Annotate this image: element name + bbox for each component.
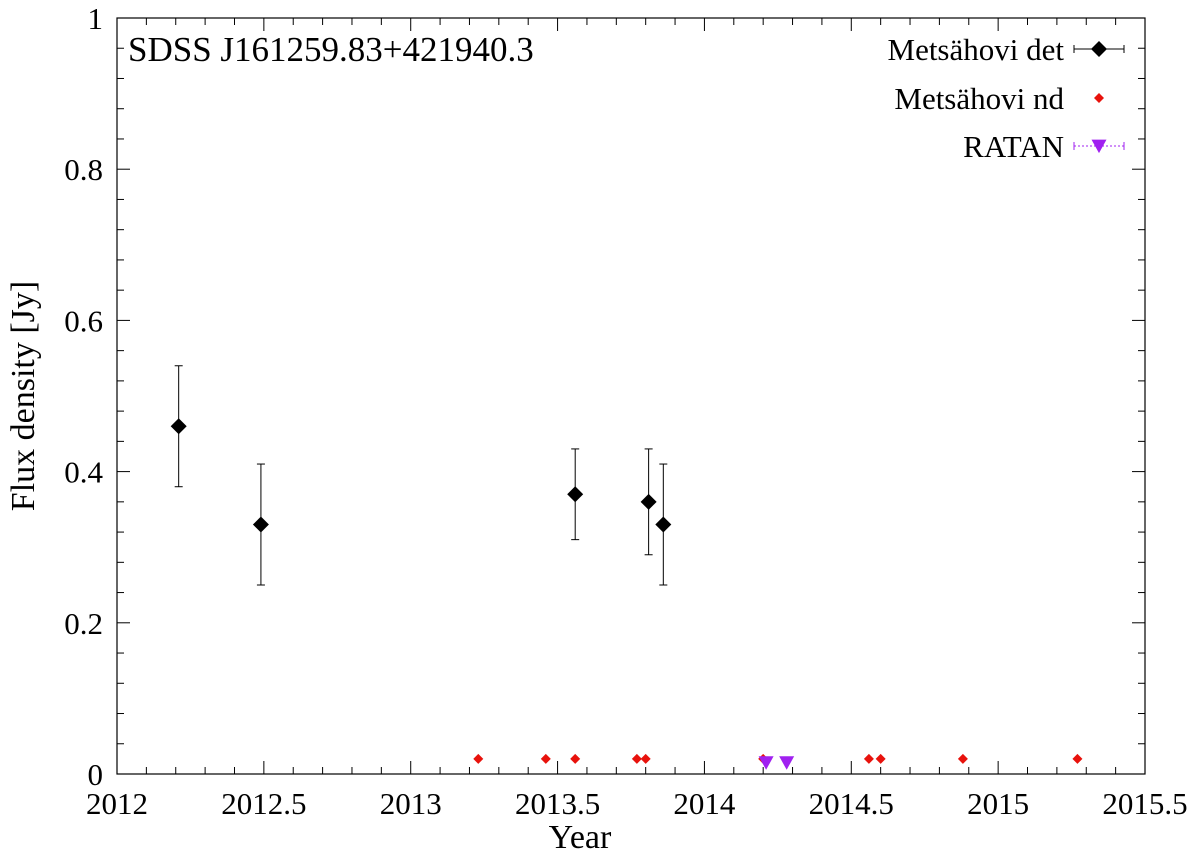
x-tick-label: 2014.5 (809, 786, 894, 821)
x-tick-label: 2015 (967, 786, 1029, 821)
y-tick-label: 0 (88, 757, 104, 792)
error-bars-layer (174, 365, 668, 586)
data-point-series-2 (631, 753, 642, 764)
x-axis-label: Year (549, 819, 612, 852)
legend-marker (1091, 41, 1107, 57)
data-point-series-2 (957, 753, 968, 764)
data-point-series-1 (252, 516, 269, 533)
data-point-series-1 (567, 486, 584, 503)
y-tick-label: 0.2 (64, 606, 103, 641)
y-axis-label: Flux density [Jy] (5, 281, 42, 511)
data-point-series-2 (570, 753, 581, 764)
data-point-series-2 (875, 753, 886, 764)
data-point-series-3 (758, 756, 774, 770)
plot-frame (116, 17, 1146, 775)
points-layer (170, 418, 1083, 770)
data-point-series-1 (170, 418, 187, 435)
data-point-series-2 (540, 753, 551, 764)
data-point-series-1 (655, 516, 672, 533)
data-point-series-1 (640, 493, 657, 510)
legend-label: Metsähovi nd (894, 81, 1064, 116)
y-tick-label: 0.6 (64, 303, 103, 338)
data-point-series-2 (863, 753, 874, 764)
data-point-series-3 (779, 756, 795, 770)
x-tick-label: 2013 (380, 786, 442, 821)
data-point-series-2 (1072, 753, 1083, 764)
x-tick-label: 2013.5 (515, 786, 600, 821)
ticks-layer: 2012 2012.5 2013 2013.5 2014 2014.5 2015 2015.5… (64, 1, 1187, 821)
x-tick-label: 2014 (673, 786, 736, 821)
chart-title: SDSS J161259.83+421940.3 (128, 30, 534, 69)
legend-marker (1091, 139, 1107, 154)
data-point-series-2 (640, 753, 651, 764)
x-tick-label: 2012.5 (221, 786, 306, 821)
legend: Metsähovi det Metsähovi nd RATAN (888, 32, 1125, 164)
y-tick-label: 0.8 (64, 152, 103, 187)
legend-marker (1094, 93, 1104, 103)
x-tick-label: 2015.5 (1102, 786, 1187, 821)
y-tick-label: 1 (88, 1, 104, 36)
data-point-series-2 (473, 753, 484, 764)
legend-label: RATAN (963, 129, 1064, 164)
y-tick-label: 0.4 (64, 455, 103, 490)
legend-label: Metsähovi det (888, 32, 1065, 67)
x-tick-label: 2012 (86, 786, 148, 821)
